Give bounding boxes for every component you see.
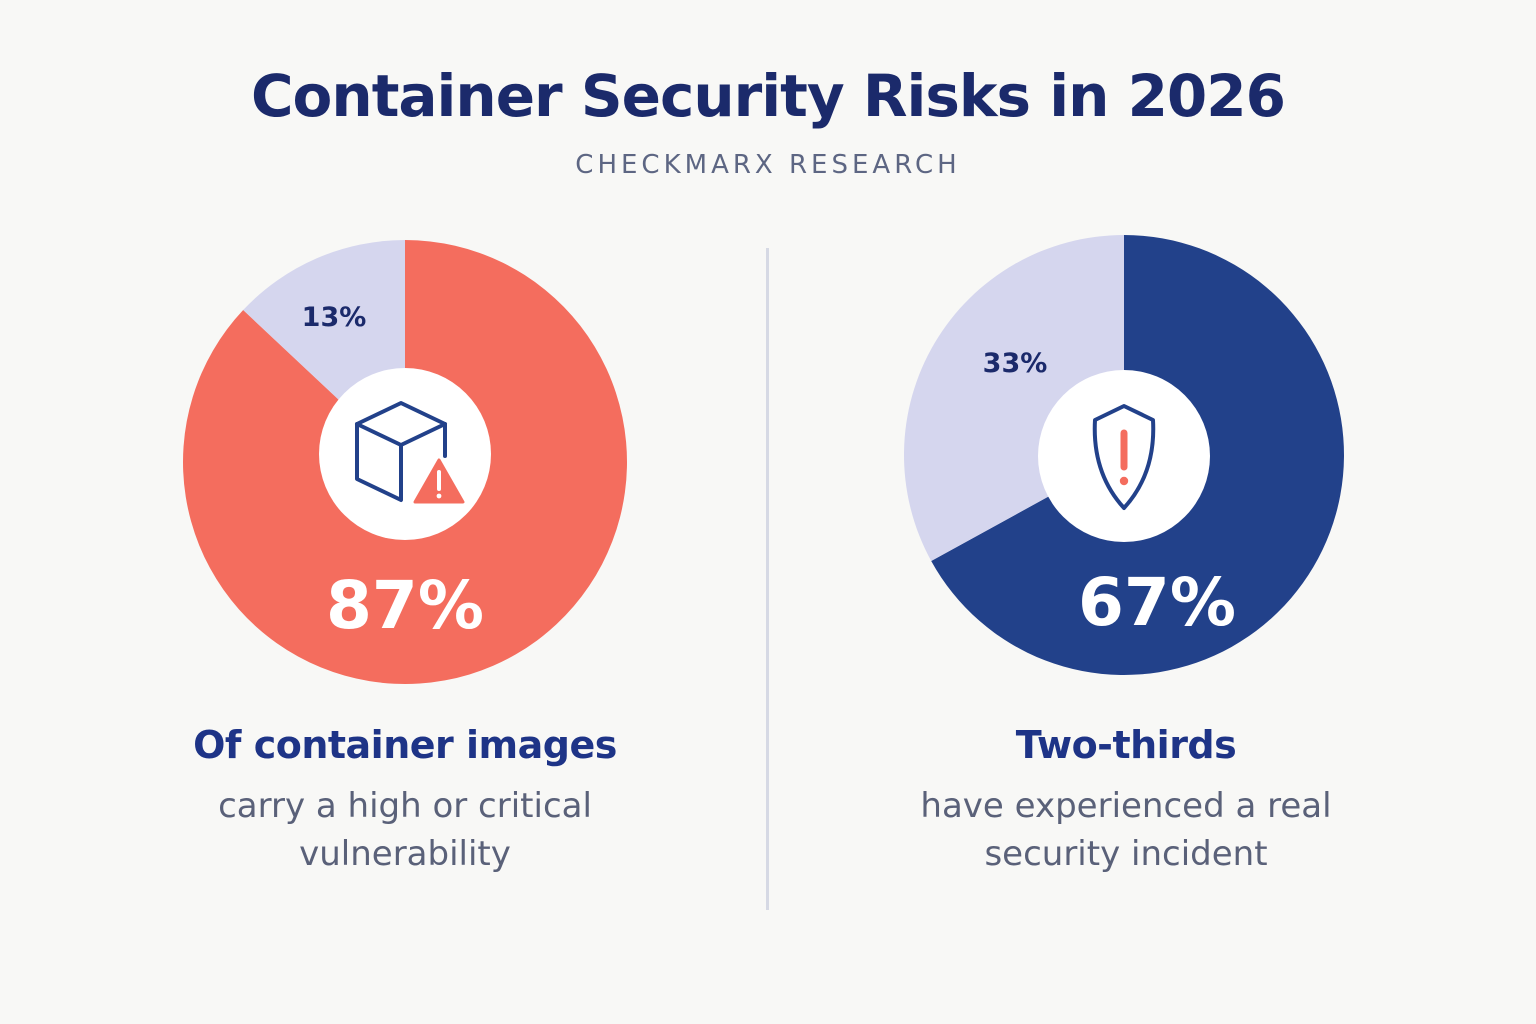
stat-description-line: have experienced a real (920, 786, 1332, 826)
pie-slice-label-major: 87% (326, 567, 484, 644)
stat-panel-vulnerable-images: 87% 13% Of container images carry a high… (55, 230, 755, 890)
stat-description: carry a high or critical vulnerability (55, 782, 755, 878)
pie-chart-vulnerable-images: 87% 13% (183, 240, 628, 684)
stat-headline: Of container images (193, 723, 617, 767)
page-title: Container Security Risks in 2026 (250, 62, 1286, 130)
pie-slice-label-major: 67% (1078, 564, 1236, 641)
stat-description-line: vulnerability (299, 834, 511, 874)
stat-panel-security-incidents: 67% 33% Two-thirds have experienced a re… (776, 230, 1476, 890)
icon-badge (319, 368, 491, 540)
pie-slice-label-minor: 13% (302, 302, 367, 333)
pie-slice-label-minor: 33% (983, 348, 1048, 379)
stat-headline: Two-thirds (1015, 723, 1237, 767)
stat-description: have experienced a real security inciden… (776, 782, 1476, 878)
shield-alert-icon (1092, 404, 1156, 510)
page-subtitle: CHECKMARX RESEARCH (575, 150, 961, 180)
center-divider (766, 248, 769, 910)
stat-description-line: carry a high or critical (218, 786, 592, 826)
container-warning-icon (355, 401, 465, 504)
stat-description-line: security incident (984, 834, 1268, 874)
pie-chart-security-incidents: 67% 33% (903, 235, 1344, 675)
